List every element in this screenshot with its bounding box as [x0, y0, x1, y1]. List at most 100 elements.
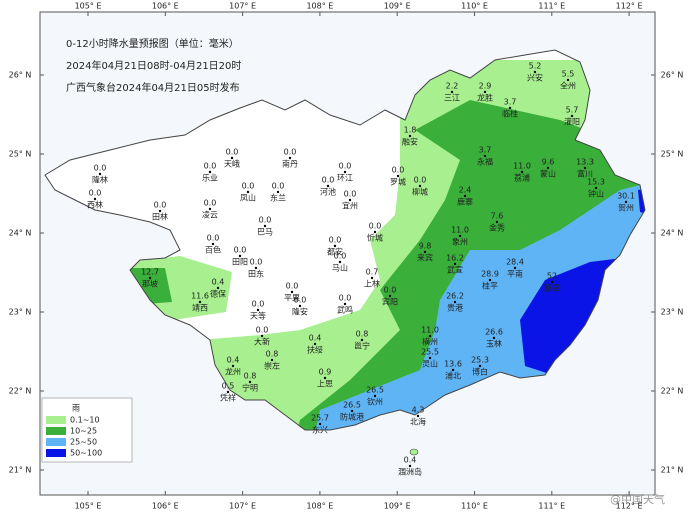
region-outline	[44, 49, 646, 431]
station-name: 富川	[577, 169, 593, 179]
station-dot	[290, 290, 294, 294]
lon-label: 111° E	[538, 502, 565, 511]
station-dot	[343, 170, 347, 174]
station-value: 4.3	[412, 406, 425, 415]
legend-swatch	[46, 427, 66, 435]
station-dot	[423, 250, 427, 254]
station-dot	[288, 156, 292, 160]
station-name: 天峨	[224, 159, 240, 169]
station-dot	[416, 414, 420, 418]
station-value: 0.0	[89, 189, 102, 198]
title: 0-12小时降水量预报图（单位：毫米）	[66, 37, 239, 50]
station-value: 0.0	[94, 164, 107, 173]
station-name: 横州	[422, 337, 438, 347]
station-value: 0.0	[252, 300, 265, 309]
station-dot	[428, 356, 432, 360]
lat-label: 26° N	[9, 71, 32, 80]
station-name: 金秀	[489, 223, 505, 233]
station-value: 0.4	[212, 278, 225, 287]
station-value: 0.0	[256, 326, 269, 335]
station-dot	[93, 197, 97, 201]
station-name: 环江	[337, 174, 353, 183]
station-dot	[594, 186, 598, 190]
station-dot	[148, 276, 152, 280]
station-dot	[495, 220, 499, 224]
station-value: 0.5	[222, 382, 235, 391]
station-name: 西林	[87, 200, 103, 210]
station-name: 灵山	[422, 359, 438, 369]
station-value: 9.6	[542, 158, 555, 167]
lat-label: 25° N	[9, 150, 32, 159]
station-value: 0.0	[329, 236, 342, 245]
station-value: 0.0	[207, 234, 220, 243]
station-value: 13.6	[444, 360, 462, 369]
station-name: 平南	[507, 269, 523, 279]
station-dot	[254, 266, 258, 270]
station-name: 罗城	[390, 178, 406, 187]
station-dot	[566, 78, 570, 82]
lat-label: 25° N	[661, 150, 684, 159]
station-dot	[550, 280, 554, 284]
station-dot	[231, 364, 235, 368]
station-dot	[583, 166, 587, 170]
station-name: 博白	[472, 367, 488, 377]
lon-label: 110° E	[461, 2, 488, 11]
station-dot	[450, 90, 454, 94]
station-dot	[533, 70, 537, 74]
station-value: 0.0	[226, 148, 239, 157]
station-value: 26.6	[485, 328, 503, 337]
station-value: 0.0	[204, 162, 217, 171]
station-name: 百色	[205, 245, 221, 255]
station-value: 25.7	[311, 414, 329, 423]
station-name: 田阳	[232, 258, 248, 267]
station-dot	[226, 390, 230, 394]
station-value: 12.7	[141, 268, 159, 277]
station-dot	[326, 184, 330, 188]
legend-label: 25~50	[70, 438, 97, 447]
station-value: 0.0	[204, 199, 217, 208]
lon-label: 105° E	[75, 2, 102, 11]
station-dot	[463, 194, 467, 198]
station-name: 钦州	[367, 397, 383, 407]
station-value: 0.0	[286, 282, 299, 291]
station-dot	[570, 114, 574, 118]
station-value: 26.5	[343, 401, 361, 410]
lon-label: 111° E	[538, 2, 565, 11]
station-name: 扶绥	[307, 345, 323, 355]
lat-label: 21° N	[9, 466, 32, 475]
station-value: 3.7	[504, 98, 517, 107]
station-value: 0.0	[384, 286, 397, 295]
station-dot	[508, 106, 512, 110]
station-value: 0.0	[322, 176, 335, 185]
station-dot	[338, 260, 342, 264]
station-name: 钟山	[588, 189, 604, 199]
legend-swatch	[46, 438, 66, 446]
station-name: 那坡	[142, 279, 158, 289]
station-value: 0.0	[272, 182, 285, 191]
station-value: 0.0	[339, 162, 352, 171]
station-value: 0.0	[234, 246, 247, 255]
station-dot	[211, 242, 215, 246]
station-name: 都安	[327, 247, 343, 257]
station-value: 0.0	[259, 216, 272, 225]
station-name: 忻城	[367, 233, 383, 243]
lon-label: 105° E	[75, 502, 102, 511]
station-dot	[453, 262, 457, 266]
island	[409, 448, 419, 456]
station-value: 30.1	[617, 192, 635, 201]
station-name: 贺州	[618, 203, 634, 213]
station-name: 龙胜	[477, 93, 493, 103]
period: 2024年04月21日08时-04月21日20时	[66, 59, 241, 72]
station-value: 0.0	[369, 222, 382, 231]
station-name: 隆安	[292, 307, 308, 317]
station-dot	[408, 464, 412, 468]
station-dot	[396, 174, 400, 178]
station-name: 宜州	[342, 201, 358, 211]
station-name: 凭祥	[220, 393, 236, 403]
station-name: 灌阳	[564, 117, 580, 127]
station-name: 邕宁	[354, 341, 370, 351]
station-value: 0.0	[344, 190, 357, 199]
station-dot	[270, 358, 274, 362]
station-name: 田东	[248, 269, 264, 279]
station-dot	[478, 364, 482, 368]
